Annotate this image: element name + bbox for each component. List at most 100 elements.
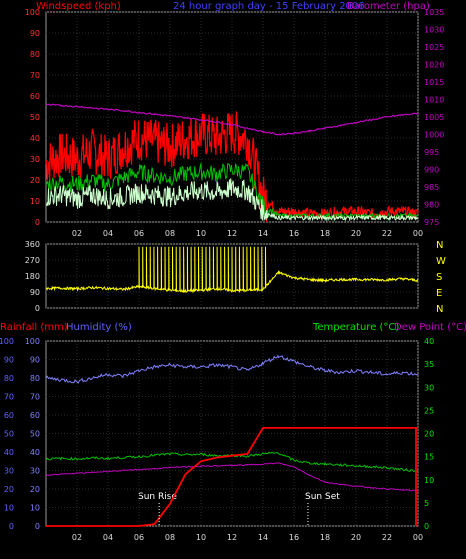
temperature-ytick-label: 0 — [424, 522, 429, 531]
wind-ytick-label: 50 — [30, 113, 40, 122]
wind-ytick-label: 80 — [30, 50, 40, 59]
temperature-ytick-label: 10 — [424, 476, 434, 485]
compass-ytick-label: W — [436, 256, 446, 267]
rainfall-ytick-label: 20 — [4, 485, 14, 494]
temperature-ytick-label: 20 — [424, 430, 434, 439]
humidity-ytick-label: 30 — [30, 467, 40, 476]
climate-panel-xtick-label: 04 — [103, 533, 113, 542]
wind-ytick-label: 20 — [30, 176, 40, 185]
barometer-ytick-label: 980 — [424, 201, 439, 210]
sunrise-annotation: Sun Rise — [138, 492, 177, 502]
temperature-ytick-label: 25 — [424, 406, 434, 415]
rainfall-ytick-label: 80 — [4, 374, 14, 383]
barometer-ytick-label: 990 — [424, 166, 439, 175]
compass-ytick-label: E — [436, 288, 442, 299]
compass-ytick-label: N — [436, 240, 443, 251]
dewpoint-axis-title: Dew Point (°C) — [394, 322, 466, 333]
chart-marks-layer: 0102030405060708090100975980985990995100… — [0, 8, 446, 542]
wind-ytick-label: 70 — [30, 71, 40, 80]
climate-panel-xtick-label: 00 — [413, 533, 423, 542]
wind-ytick-label: 30 — [30, 155, 40, 164]
direction-ytick-label: 90 — [30, 288, 40, 297]
barometer-ytick-label: 1020 — [424, 61, 444, 70]
dewpoint-series-line — [45, 462, 419, 492]
humidity-ytick-label: 20 — [30, 485, 40, 494]
average-wind-series-line — [45, 162, 418, 220]
wind-panel-xtick-label: 02 — [72, 229, 82, 238]
direction-ytick-label: 360 — [25, 240, 40, 249]
humidity-ytick-label: 100 — [25, 337, 40, 346]
rainfall-ytick-label: 40 — [4, 448, 14, 457]
temperature-ytick-label: 40 — [424, 337, 434, 346]
rainfall-ytick-label: 90 — [4, 356, 14, 365]
climate-panel-xtick-label: 18 — [320, 533, 330, 542]
climate-panel-xtick-label: 08 — [165, 533, 175, 542]
climate-panel-xtick-label: 14 — [258, 533, 268, 542]
wind-ytick-label: 0 — [35, 218, 40, 227]
temperature-ytick-label: 35 — [424, 360, 434, 369]
climate-panel-xtick-label: 02 — [72, 533, 82, 542]
rainfall-ytick-label: 30 — [4, 467, 14, 476]
temperature-axis-title: Temperature (°C) — [312, 322, 399, 333]
wind-panel-xtick-label: 14 — [258, 229, 268, 238]
wind-panel-xtick-label: 20 — [351, 229, 361, 238]
humidity-series-line — [45, 354, 419, 384]
humidity-ytick-label: 60 — [30, 411, 40, 420]
rainfall-ytick-label: 50 — [4, 430, 14, 439]
rainfall-ytick-label: 70 — [4, 393, 14, 402]
humidity-ytick-label: 40 — [30, 448, 40, 457]
climate-panel-xtick-label: 20 — [351, 533, 361, 542]
barometer-series-line — [45, 103, 419, 136]
rainfall-ytick-label: 0 — [9, 522, 14, 531]
climate-panel-xtick-label: 06 — [134, 533, 144, 542]
sunset-annotation: Sun Set — [305, 492, 340, 502]
humidity-ytick-label: 50 — [30, 430, 40, 439]
wind-ytick-label: 40 — [30, 134, 40, 143]
climate-panel-xtick-label: 16 — [289, 533, 299, 542]
wind-panel-xtick-label: 08 — [165, 229, 175, 238]
compass-ytick-label: S — [436, 272, 442, 283]
wind-direction-series-line — [45, 246, 419, 294]
rainfall-ytick-label: 60 — [4, 411, 14, 420]
climate-panel-xtick-label: 22 — [382, 533, 392, 542]
barometer-ytick-label: 1005 — [424, 113, 444, 122]
climate-panel-xtick-label: 10 — [196, 533, 206, 542]
humidity-ytick-label: 80 — [30, 374, 40, 383]
light-wind-series-line — [45, 178, 419, 222]
graph-title: 24 hour graph day - 15 February 2006 — [173, 1, 365, 12]
humidity-ytick-label: 0 — [35, 522, 40, 531]
barometer-ytick-label: 975 — [424, 218, 439, 227]
climate-panel-xtick-label: 12 — [227, 533, 237, 542]
windspeed-axis-title: Windspeed (kph) — [36, 1, 121, 12]
rainfall-series-line — [46, 426, 418, 527]
humidity-ytick-label: 10 — [30, 504, 40, 513]
wind-panel-xtick-label: 12 — [227, 229, 237, 238]
wind-panel-xtick-label: 04 — [103, 229, 113, 238]
direction-ytick-label: 270 — [25, 256, 40, 265]
wind-panel-xtick-label: 00 — [413, 229, 423, 238]
wind-ytick-label: 60 — [30, 92, 40, 101]
temperature-ytick-label: 30 — [424, 383, 434, 392]
barometer-ytick-label: 995 — [424, 148, 439, 157]
barometer-ytick-label: 1035 — [424, 8, 444, 17]
wind-ytick-label: 10 — [30, 197, 40, 206]
wind-panel-xtick-label: 18 — [320, 229, 330, 238]
humidity-ytick-label: 90 — [30, 356, 40, 365]
wind-panel-xtick-label: 06 — [134, 229, 144, 238]
barometer-ytick-label: 1030 — [424, 26, 444, 35]
barometer-ytick-label: 1010 — [424, 96, 444, 105]
temperature-ytick-label: 5 — [424, 499, 429, 508]
gust-series-line — [45, 111, 419, 223]
rainfall-ytick-label: 10 — [4, 504, 14, 513]
direction-ytick-label: 180 — [25, 272, 40, 281]
wind-panel-xtick-label: 10 — [196, 229, 206, 238]
barometer-ytick-label: 1000 — [424, 131, 444, 140]
barometer-ytick-label: 1025 — [424, 43, 444, 52]
wind-panel-xtick-label: 22 — [382, 229, 392, 238]
humidity-axis-title: Humidity (%) — [66, 322, 132, 333]
rainfall-ytick-label: 100 — [0, 337, 14, 346]
humidity-ytick-label: 70 — [30, 393, 40, 402]
wind-panel-xtick-label: 16 — [289, 229, 299, 238]
